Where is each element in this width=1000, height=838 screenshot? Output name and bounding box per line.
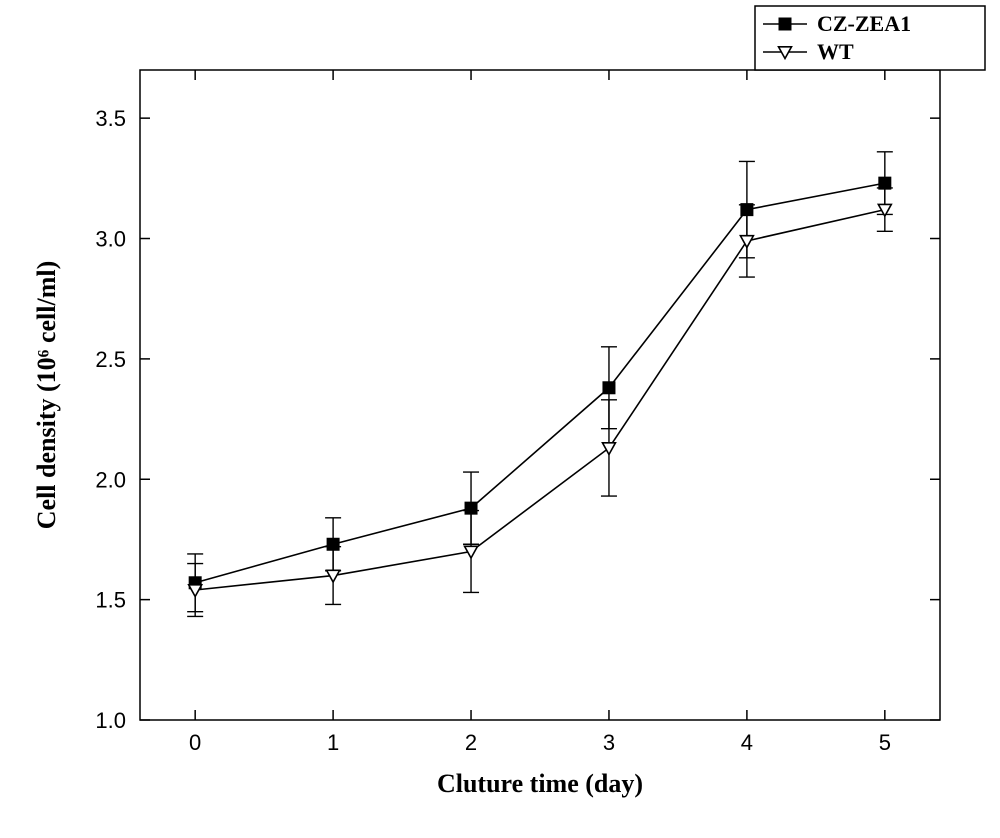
y-tick-label: 3.0 xyxy=(95,227,126,252)
x-tick-label: 4 xyxy=(741,730,753,755)
chart-svg: 0 1 2 3 4 5 1.0 1.5 2.0 2.5 3.0 3.5 Cluture time (da… xyxy=(0,0,1000,838)
marker-square xyxy=(603,382,615,394)
y-tick-label: 2.0 xyxy=(95,467,126,492)
legend-label: WT xyxy=(817,39,854,64)
x-tick-label: 3 xyxy=(603,730,615,755)
x-axis-label: Cluture time (day) xyxy=(437,769,643,798)
chart-bg xyxy=(0,0,1000,838)
y-tick-label: 1.5 xyxy=(95,588,126,613)
marker-square xyxy=(779,18,791,30)
y-tick-label: 3.5 xyxy=(95,106,126,131)
x-tick-label: 2 xyxy=(465,730,477,755)
x-tick-label: 5 xyxy=(879,730,891,755)
x-tick-label: 1 xyxy=(327,730,339,755)
legend-label: CZ-ZEA1 xyxy=(817,11,911,36)
y-axis-label: Cell density (10⁶ cell/ml) xyxy=(32,261,61,529)
y-tick-label: 2.5 xyxy=(95,347,126,372)
chart-container: 0 1 2 3 4 5 1.0 1.5 2.0 2.5 3.0 3.5 Cluture time (da… xyxy=(0,0,1000,838)
legend: CZ-ZEA1 WT xyxy=(755,6,985,70)
x-tick-label: 0 xyxy=(189,730,201,755)
y-tick-label: 1.0 xyxy=(95,708,126,733)
